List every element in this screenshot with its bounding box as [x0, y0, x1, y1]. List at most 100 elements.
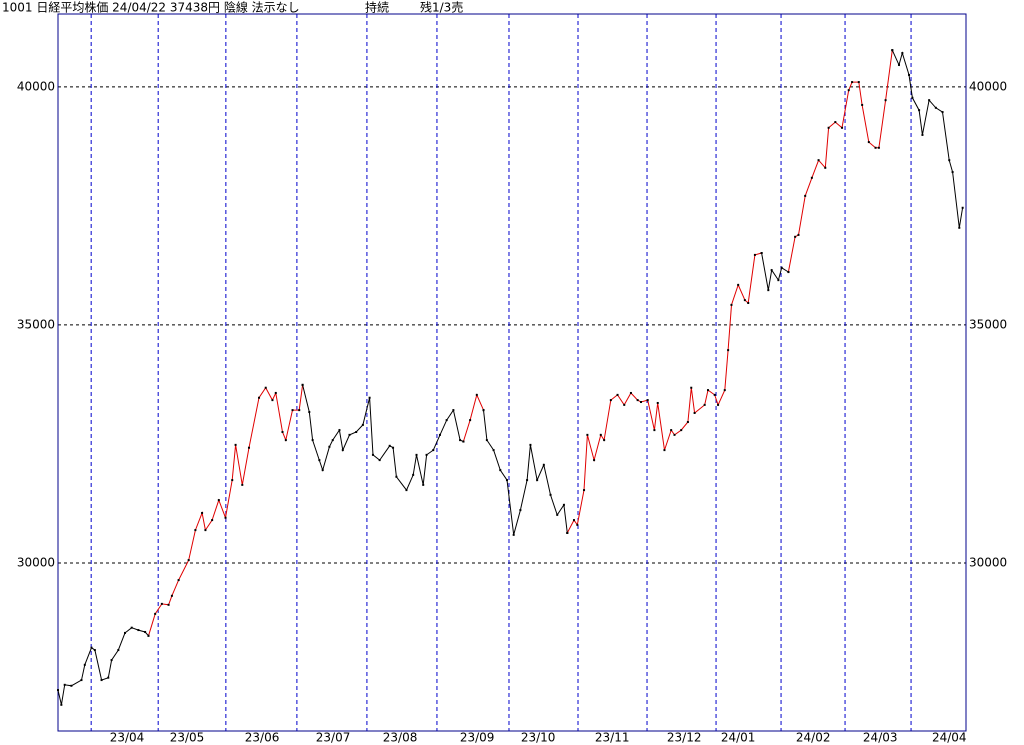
price-point [137, 629, 140, 632]
price-point [851, 81, 854, 84]
price-point [462, 440, 465, 443]
price-point [231, 479, 234, 482]
price-point [841, 126, 844, 129]
price-line [566, 252, 762, 534]
price-line [148, 384, 304, 636]
price-point [599, 433, 602, 436]
price-point [670, 429, 673, 432]
price-point [797, 233, 800, 236]
price-point [549, 493, 552, 496]
price-point [388, 444, 391, 447]
price-line [891, 49, 964, 228]
price-point [298, 409, 301, 412]
price-point [405, 489, 408, 492]
price-point [593, 459, 596, 462]
price-point [824, 166, 827, 169]
price-point [331, 439, 334, 442]
price-point [519, 509, 522, 512]
price-point [717, 403, 720, 406]
price-point [341, 449, 344, 452]
price-point [857, 81, 860, 84]
price-point [412, 473, 415, 476]
x-tick-label: 23/05 [170, 731, 205, 745]
price-point [861, 103, 864, 106]
price-point [737, 283, 740, 286]
price-point [663, 449, 666, 452]
x-tick-label: 23/11 [595, 731, 630, 745]
price-point [395, 475, 398, 478]
price-point [727, 349, 730, 352]
x-tick-label: 23/08 [383, 731, 418, 745]
price-point [57, 689, 59, 692]
price-point [636, 399, 639, 402]
price-point [425, 453, 428, 456]
price-point [874, 146, 877, 149]
y-tick-label: 35000 [17, 317, 55, 331]
price-point [438, 433, 441, 436]
price-point [961, 206, 964, 209]
price-point [934, 106, 937, 109]
price-point [274, 391, 277, 394]
x-tick-label: 23/09 [460, 731, 495, 745]
price-point [308, 411, 311, 414]
price-point [730, 303, 733, 306]
price-point [656, 401, 659, 404]
price-point [201, 511, 204, 514]
price-point [318, 459, 321, 462]
price-point [63, 683, 66, 686]
price-point [144, 630, 147, 633]
price-line [787, 50, 893, 273]
y-tick-label-right: 30000 [969, 555, 1007, 569]
price-point [234, 443, 237, 446]
price-point [361, 423, 364, 426]
price-point [673, 433, 676, 436]
chart-title: 1001 日経平均株価 24/04/22 37438円 陰線 法示なし [2, 0, 300, 15]
x-tick-label: 23/07 [316, 731, 351, 745]
y-tick-label: 30000 [17, 555, 55, 569]
price-point [301, 383, 304, 386]
price-point [686, 421, 689, 424]
price-point [777, 279, 780, 282]
price-point [747, 301, 750, 304]
x-tick-label: 23/12 [667, 731, 702, 745]
price-point [475, 393, 478, 396]
price-point [834, 121, 837, 124]
price-point [311, 439, 314, 442]
price-point [583, 489, 586, 492]
price-point [170, 594, 173, 597]
price-point [492, 449, 495, 452]
price-point [576, 523, 579, 526]
signal-label: 残1/3売 [420, 0, 463, 15]
price-point [572, 519, 575, 522]
price-point [459, 439, 462, 442]
price-line [483, 410, 568, 535]
price-point [147, 634, 150, 637]
price-point [810, 176, 813, 179]
price-point [445, 419, 448, 422]
price-point [653, 429, 656, 432]
price-point [452, 409, 455, 412]
price-point [723, 389, 726, 392]
price-point [911, 96, 914, 99]
price-point [167, 603, 170, 606]
price-point [80, 679, 83, 682]
price-point [217, 499, 220, 502]
price-point [371, 453, 374, 456]
price-point [415, 453, 418, 456]
price-point [542, 463, 545, 466]
price-point [90, 646, 93, 649]
price-point [110, 659, 113, 662]
price-point [177, 579, 180, 582]
price-point [693, 411, 696, 414]
x-tick-label: 24/02 [796, 731, 831, 745]
price-point [338, 429, 341, 432]
price-point [160, 602, 163, 605]
price-point [505, 479, 508, 482]
price-point [629, 391, 632, 394]
price-point [154, 612, 157, 615]
price-line [302, 384, 464, 492]
price-point [529, 443, 532, 446]
price-point [804, 194, 807, 197]
